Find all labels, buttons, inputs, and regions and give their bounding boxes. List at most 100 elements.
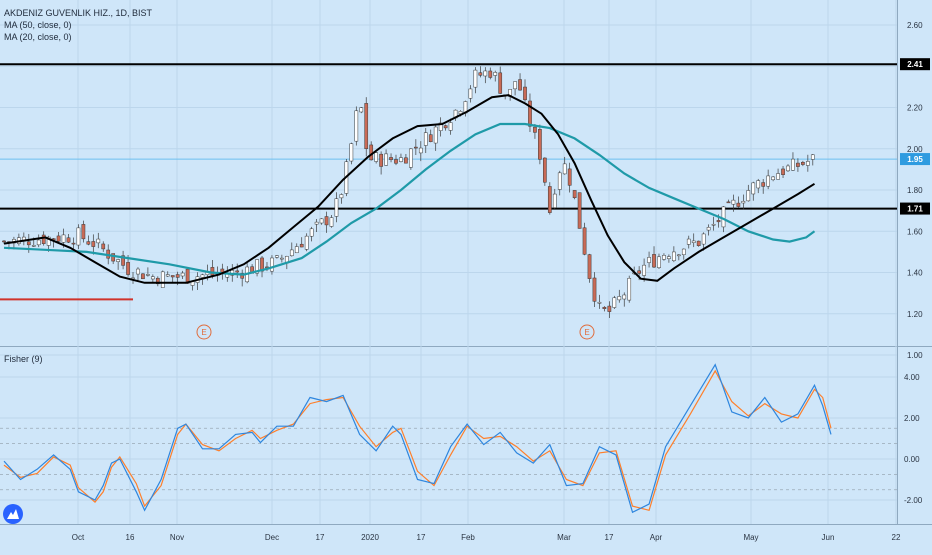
fisher-tick-label: 0.00 (904, 455, 920, 464)
time-tick-label: Apr (650, 533, 663, 542)
candle-body (498, 72, 503, 94)
candle-body (433, 126, 438, 144)
candle-body (676, 254, 681, 257)
candle-body (349, 143, 354, 162)
candle-body (66, 237, 71, 243)
candle-body (731, 199, 736, 205)
time-tick-label: 17 (417, 533, 426, 542)
candle-body (612, 297, 617, 308)
candle-body (691, 240, 696, 243)
candle-body (319, 218, 324, 224)
candle-body (686, 238, 691, 245)
candle-body (334, 198, 339, 217)
candle-body (2, 240, 6, 243)
candle-body (61, 234, 66, 243)
candle-body (404, 157, 408, 164)
candle-body (488, 70, 493, 78)
candle-body (518, 79, 522, 91)
candle-body (384, 153, 388, 166)
tradingview-logo-icon[interactable] (3, 504, 23, 524)
candle-body (533, 126, 537, 133)
candle-body (761, 182, 766, 187)
fisher-tick-label: -2.00 (904, 496, 923, 505)
candle-body (329, 217, 334, 227)
fisher-indicator-label: Fisher (9) (4, 354, 43, 364)
earnings-event-icon[interactable] (579, 324, 595, 340)
price-tick-label: 2.20 (907, 104, 923, 113)
candle-body (741, 200, 746, 204)
candle-body (56, 235, 61, 242)
candle-body (756, 180, 761, 189)
candle-body (681, 248, 686, 255)
candle-body (597, 301, 602, 304)
candle-body (602, 306, 607, 309)
level-label-1_71: 1.71 (907, 205, 923, 214)
candle-body (513, 81, 517, 90)
candle-body (523, 86, 527, 101)
earnings-event-icon[interactable] (196, 324, 212, 340)
candle-body (801, 161, 805, 165)
time-tick-label: 22 (892, 533, 901, 542)
time-tick-label: Nov (170, 533, 184, 542)
candle-body (101, 243, 106, 250)
candle-body (493, 72, 498, 76)
candle-body (91, 241, 96, 247)
candle-body (582, 227, 587, 255)
candle-body (36, 239, 41, 246)
candle-body (652, 254, 656, 268)
candle-body (538, 129, 542, 160)
level-label-1_71-box (900, 202, 930, 215)
earnings-event-label: E (201, 328, 206, 337)
candle-body (736, 202, 741, 207)
candle-body (810, 154, 815, 160)
candle-body (428, 134, 433, 142)
candle-body (141, 273, 145, 280)
time-tick-label: 16 (126, 533, 135, 542)
candle-body (280, 257, 284, 260)
candle-body (111, 253, 116, 262)
candle-body (374, 152, 378, 162)
candle-body (175, 274, 180, 278)
time-tick-label: Dec (265, 533, 279, 542)
candle-body (577, 192, 582, 229)
grid (0, 0, 897, 524)
candle-body (126, 262, 130, 275)
candle-body (324, 216, 329, 226)
candle-body (255, 259, 259, 274)
ma20-legend: MA (20, close, 0) (4, 32, 72, 42)
level-label-2_41-box (900, 58, 930, 71)
candle-body (86, 241, 91, 245)
ma20-line[interactable] (3, 94, 816, 284)
candle-body (557, 172, 562, 190)
candle-body (642, 264, 646, 276)
candle-body (304, 235, 309, 250)
candle-body (309, 228, 314, 237)
fisher-trigger-line[interactable] (3, 369, 832, 512)
candle-body (81, 224, 86, 240)
fisher-line[interactable] (3, 363, 832, 514)
candle-body (647, 257, 651, 263)
candle-body (413, 146, 418, 149)
candle-body (418, 147, 423, 154)
candle-body (270, 257, 274, 272)
candle-body (805, 161, 810, 166)
candle-body (151, 276, 155, 280)
candle-body (389, 157, 393, 160)
candle-body (443, 125, 448, 129)
candle-body (607, 305, 612, 312)
ma50-line[interactable] (3, 122, 816, 276)
candle-body (796, 162, 800, 167)
candle-body (121, 255, 125, 266)
candle-body (706, 227, 711, 231)
candle-body (662, 255, 666, 260)
candle-body (314, 221, 319, 225)
candle-body (26, 241, 31, 246)
candle-body (657, 256, 661, 268)
time-tick-label: Mar (557, 533, 571, 542)
candle-body (667, 256, 671, 259)
candle-body (478, 72, 483, 76)
candle-body (170, 275, 175, 278)
candle-body (379, 153, 383, 167)
